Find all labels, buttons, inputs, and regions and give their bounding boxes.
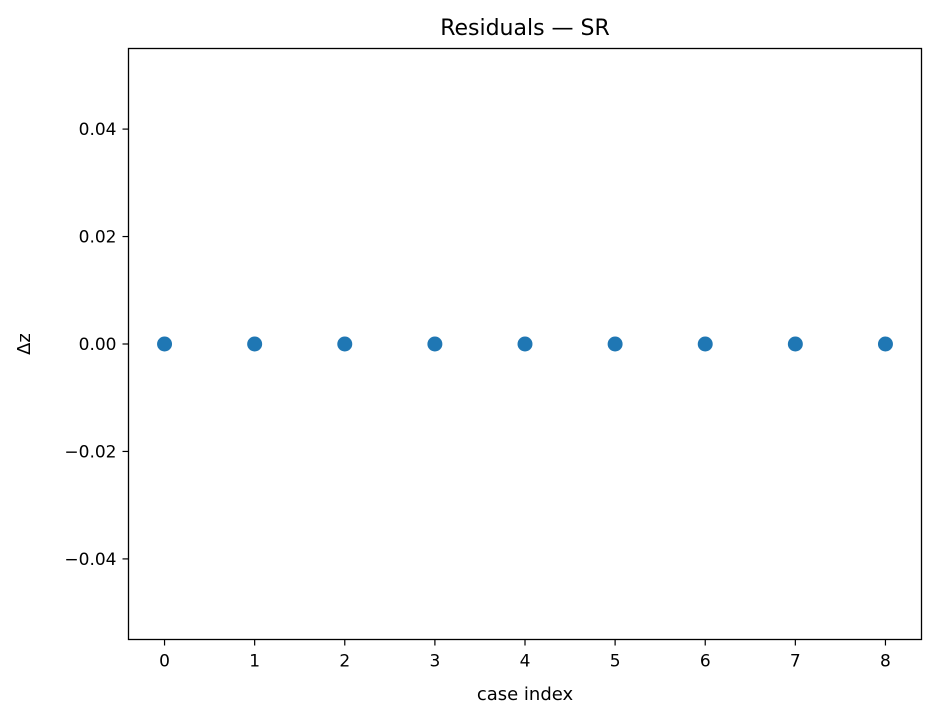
y-tick-label: −0.04 [64, 550, 116, 570]
x-tick-label: 1 [249, 652, 260, 672]
data-point [427, 336, 443, 352]
chart-title: Residuals — SR [440, 16, 610, 41]
x-tick-label: 8 [880, 652, 891, 672]
x-tick-label: 6 [700, 652, 711, 672]
x-tick-label: 3 [429, 652, 440, 672]
y-tick-label: 0.00 [79, 335, 117, 355]
data-point [517, 336, 533, 352]
y-tick-label: −0.02 [64, 442, 116, 462]
data-point [877, 336, 893, 352]
data-points [157, 336, 893, 352]
data-point [787, 336, 803, 352]
x-tick-label: 7 [790, 652, 801, 672]
data-point [157, 336, 173, 352]
y-tick-label: 0.04 [79, 120, 117, 140]
data-point [247, 336, 263, 352]
x-tick-label: 5 [610, 652, 621, 672]
data-point [697, 336, 713, 352]
data-point [607, 336, 623, 352]
x-tick-label: 2 [339, 652, 350, 672]
y-tick-label: 0.02 [79, 228, 117, 248]
data-point [337, 336, 353, 352]
x-tick-label: 4 [520, 652, 531, 672]
x-tick-label: 0 [159, 652, 170, 672]
plot-frame [127, 47, 923, 641]
axis-ticks: 0 1 2 3 4 5 6 7 8 0.04 0.02 0.00 −0.02 −0.04 [64, 120, 890, 671]
x-axis-label: case index [477, 684, 574, 705]
y-axis-label: Δz [14, 333, 35, 355]
